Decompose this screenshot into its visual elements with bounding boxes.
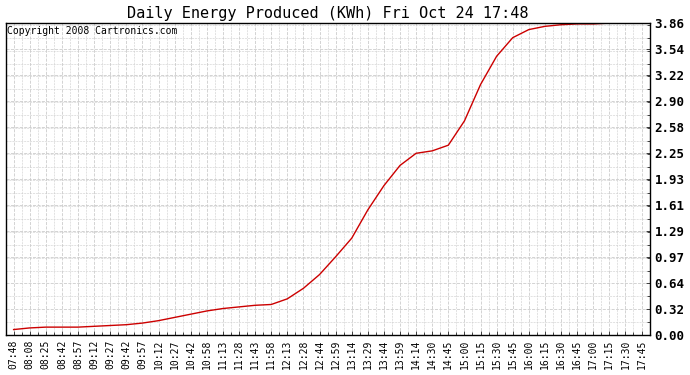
Title: Daily Energy Produced (KWh) Fri Oct 24 17:48: Daily Energy Produced (KWh) Fri Oct 24 1… — [127, 6, 529, 21]
Text: Copyright 2008 Cartronics.com: Copyright 2008 Cartronics.com — [7, 26, 177, 36]
